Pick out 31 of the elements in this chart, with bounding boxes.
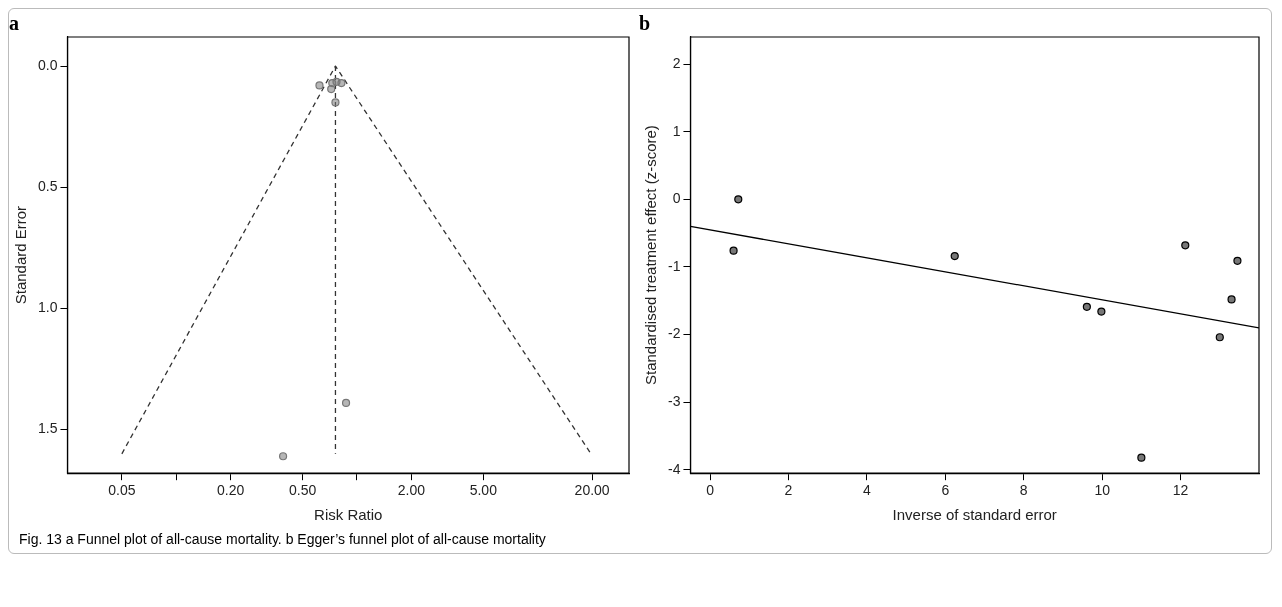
y-tick-label: -4 <box>668 460 681 477</box>
caption: Fig. 13 a Funnel plot of all-cause mortality. b Egger’s funnel plot of all-cause mortality <box>18 530 547 549</box>
y-axis-title: Standardised treatment effect (z-score) <box>642 125 660 386</box>
chart-title: a <box>9 12 19 35</box>
y-tick-label: 0.0 <box>37 56 58 73</box>
x-tick-label: 10 <box>1094 482 1111 499</box>
y-tick-label: 1.5 <box>37 420 58 437</box>
y-tick-label: 0.5 <box>37 178 58 195</box>
x-tick-label: 5.00 <box>469 482 498 499</box>
y-tick-label: -2 <box>668 325 681 342</box>
x-tick-label: 0 <box>706 482 715 499</box>
x-tick-label: 2 <box>784 482 793 499</box>
x-axis-title: Risk Ratio <box>314 506 383 524</box>
y-axis-title: Standard Error <box>12 205 30 305</box>
chart-title: b <box>639 12 651 35</box>
x-tick-label: 2.00 <box>397 482 426 499</box>
x-tick-label: 6 <box>941 482 950 499</box>
x-tick-label: 0.20 <box>217 482 245 499</box>
y-tick-label: -1 <box>668 257 681 274</box>
x-tick-label: 0.50 <box>288 482 317 499</box>
x-tick-label: 12 <box>1172 482 1189 499</box>
x-tick-label: 0.05 <box>108 482 136 499</box>
x-tick-label: 4 <box>863 482 871 499</box>
y-tick-label: 2 <box>672 54 681 71</box>
x-tick-label: 20.00 <box>574 482 610 499</box>
y-tick-label: -3 <box>668 393 681 410</box>
y-tick-label: 1.0 <box>37 299 58 316</box>
x-tick-label: 8 <box>1019 482 1028 499</box>
y-tick-label: 1 <box>672 122 681 139</box>
y-tick-label: 0 <box>672 190 681 207</box>
x-axis-title: Inverse of standard error <box>892 506 1057 524</box>
